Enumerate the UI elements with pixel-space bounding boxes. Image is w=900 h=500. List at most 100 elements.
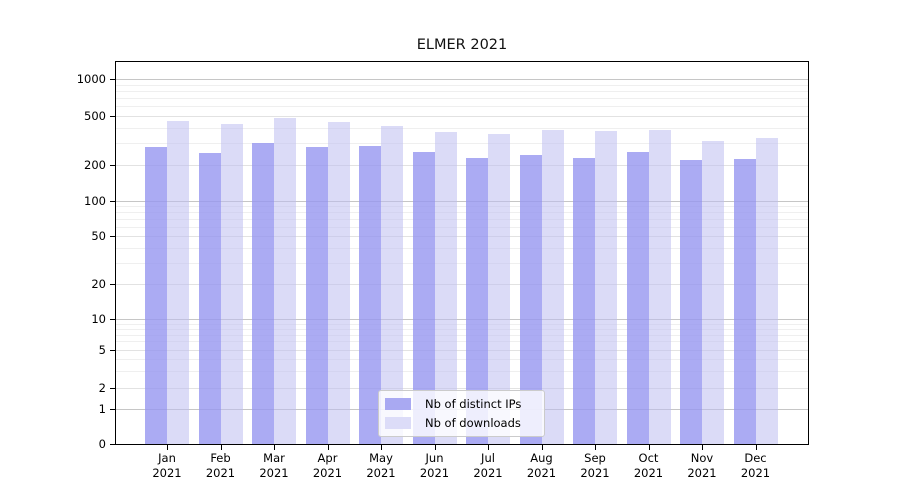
x-tick-label-8: Sep 2021 [580,451,610,480]
x-tick-11 [755,445,757,450]
y-tick-5 [110,349,115,351]
gridline-y-10 [116,319,808,320]
gridline-y-20 [116,284,808,285]
y-tick-label-5: 5 [98,342,106,357]
x-tick-label-6: Jul 2021 [473,451,503,480]
gridline-y-400 [116,127,808,129]
bar-downloads-apr-2021 [327,122,350,444]
x-tick-label-11: Dec 2021 [740,451,771,480]
bar-distinct-ips-sep-2021 [573,157,595,444]
x-tick-label-2: Mar 2021 [259,451,289,480]
x-tick-5 [434,445,436,450]
legend-item-distinct-ips: Nb of distinct IPs [385,396,537,411]
gridline-y-300 [116,143,808,145]
gridline-y-4 [116,358,808,360]
gridline-y-40 [116,247,808,249]
x-tick-3 [327,445,329,450]
bar-distinct-ips-may-2021 [359,146,381,444]
gridline-y-100 [116,201,808,202]
y-tick-0 [110,443,115,445]
bar-distinct-ips-jan-2021 [145,147,167,444]
y-tick-label-1000: 1000 [76,72,106,86]
x-tick-label-10: Nov 2021 [687,451,717,480]
bar-distinct-ips-apr-2021 [305,147,328,444]
y-tick-label-20: 20 [91,277,106,291]
bar-downloads-sep-2021 [595,131,617,444]
bar-distinct-ips-nov-2021 [680,159,702,444]
y-tick-100 [110,201,115,202]
y-tick-20 [110,284,115,285]
y-tick-1 [110,409,115,410]
y-tick-label-200: 200 [84,158,106,172]
y-tick-2 [110,388,115,389]
chart-title: ELMER 2021 [416,37,508,53]
gridline-y-700 [116,98,808,100]
y-tick-50 [110,236,115,237]
plot-area-frame [115,61,809,445]
y-tick-label-2: 2 [98,381,106,395]
y-tick-500 [110,116,115,117]
x-tick-label-5: Jun 2021 [419,451,450,480]
gridline-y-1000 [116,79,808,80]
x-tick-label-9: Oct 2021 [633,451,664,480]
y-tick-label-50: 50 [91,229,106,243]
bar-downloads-oct-2021 [648,129,671,444]
bar-downloads-jun-2021 [434,132,457,444]
x-tick-0 [167,445,168,450]
gridline-y-3 [116,370,808,372]
bar-downloads-nov-2021 [702,140,724,444]
gridline-y-60 [116,226,808,228]
gridline-y-200 [116,165,808,166]
y-tick-10 [110,319,115,320]
bar-downloads-dec-2021 [755,138,778,444]
gridline-y-5 [116,349,808,351]
y-tick-1000 [110,79,115,80]
bar-downloads-aug-2021 [541,129,564,444]
y-tick-label-1: 1 [98,402,106,416]
y-tick-label-10: 10 [91,312,106,326]
gridline-y-6 [116,341,808,343]
bar-distinct-ips-mar-2021 [252,143,274,444]
y-tick-label-100: 100 [84,194,106,208]
legend: Nb of distinct IPs Nb of downloads [378,390,545,437]
gridline-y-500 [116,116,808,117]
x-tick-label-0: Jan 2021 [152,451,182,480]
bar-downloads-mar-2021 [274,118,296,444]
bar-distinct-ips-aug-2021 [519,155,542,444]
gridline-y-9 [116,323,808,325]
gridline-y-70 [116,219,808,220]
bar-distinct-ips-dec-2021 [733,158,756,444]
x-tick-8 [595,445,596,450]
legend-swatch-downloads [385,417,411,429]
gridline-y-900 [116,84,808,86]
gridline-y-600 [116,106,808,108]
x-tick-label-7: Aug 2021 [526,451,557,480]
gridline-y-7 [116,334,808,336]
gridline-y-8 [116,328,808,330]
gridline-y-800 [116,90,808,92]
x-tick-4 [381,445,382,450]
legend-label-distinct-ips: Nb of distinct IPs [425,396,522,411]
y-tick-200 [110,165,115,166]
x-tick-label-4: May 2021 [366,451,396,480]
bar-downloads-jul-2021 [488,133,510,444]
bar-distinct-ips-feb-2021 [198,153,221,444]
bar-downloads-jan-2021 [167,121,189,444]
gridline-y-2 [116,388,808,389]
x-tick-1 [220,445,222,450]
legend-label-downloads: Nb of downloads [425,415,521,430]
gridline-y-90 [116,206,808,208]
legend-item-downloads: Nb of downloads [385,415,537,430]
bar-downloads-may-2021 [381,125,403,444]
x-tick-label-3: Apr 2021 [312,451,343,480]
y-tick-label-500: 500 [84,109,106,123]
x-tick-2 [274,445,275,450]
legend-swatch-distinct-ips [385,398,411,410]
gridline-y-50 [116,236,808,237]
y-tick-label-0: 0 [98,436,106,451]
gridline-y-30 [116,262,808,264]
bar-distinct-ips-jul-2021 [466,157,488,444]
x-tick-6 [488,445,489,450]
bar-distinct-ips-jun-2021 [412,152,435,444]
